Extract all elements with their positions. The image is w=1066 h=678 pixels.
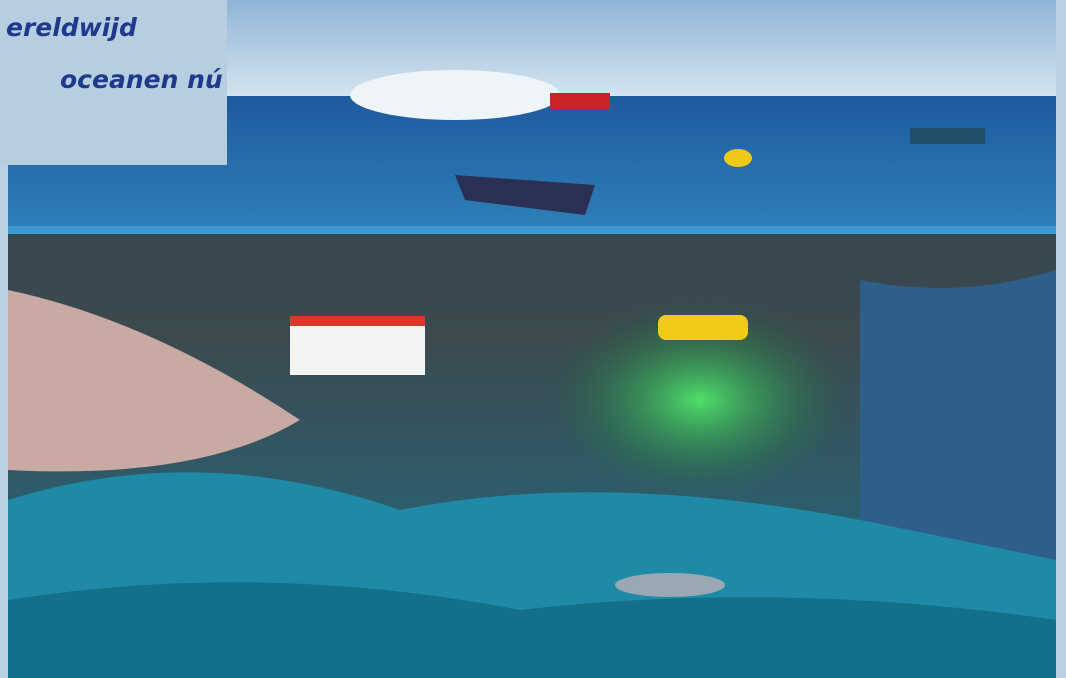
- caption-box: [0, 0, 227, 165]
- caption-line: oceanen nú: [60, 65, 223, 94]
- caption-line: ereldwijd: [6, 13, 138, 42]
- illustration: [8, 0, 1056, 678]
